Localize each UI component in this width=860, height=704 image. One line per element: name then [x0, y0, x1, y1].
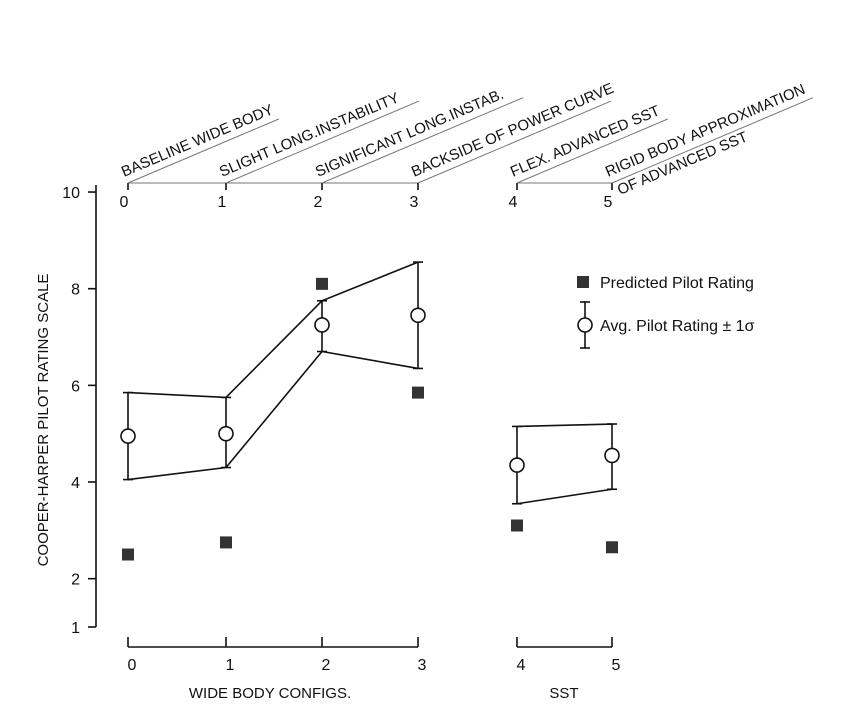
config-label-underline	[516, 118, 668, 184]
config-label: SLIGHT LONG.INSTABILITY	[217, 89, 402, 180]
config-label-underline	[321, 97, 524, 184]
config-tick-label: 0	[120, 194, 129, 211]
legend-average-label: Avg. Pilot Rating ± 1σ	[600, 318, 755, 335]
predicted-rating-point	[606, 541, 618, 554]
upper-sigma-line	[127, 261, 419, 399]
config-tick-label: 2	[314, 194, 323, 211]
lower-sigma-line	[127, 350, 419, 481]
avg-rating-point	[120, 428, 136, 444]
avg-rating-point	[314, 317, 330, 333]
y-tick-label: 10	[62, 185, 80, 202]
y-tick-label: 2	[71, 572, 80, 589]
upper-sigma-line	[516, 423, 613, 428]
data-marks	[120, 277, 620, 561]
y-tick-label: 6	[71, 378, 80, 395]
group-label-sst: SST	[549, 685, 578, 702]
legend-predicted-label: Predicted Pilot Rating	[600, 275, 754, 292]
predicted-rating-point	[316, 277, 328, 290]
x-tick-label: 3	[418, 657, 427, 674]
x-tick-label: 2	[322, 657, 331, 674]
avg-rating-point	[509, 457, 525, 473]
x-tick-label: 1	[226, 657, 235, 674]
legend-square-marker	[577, 276, 589, 288]
y-axis-title: COOPER-HARPER PILOT RATING SCALE	[35, 274, 52, 567]
config-tick-label: 4	[509, 194, 518, 211]
x-tick-label: 0	[128, 657, 137, 674]
avg-rating-point	[604, 447, 620, 464]
config-label-underline	[417, 100, 611, 184]
predicted-rating-point	[412, 386, 424, 399]
legend: Predicted Pilot Rating Avg. Pilot Rating…	[577, 275, 755, 349]
config-label: RIGID BODY APPROXIMATION	[603, 81, 808, 181]
lower-sigma-line	[516, 488, 613, 505]
config-label-underline	[127, 118, 279, 184]
config-tick-label: 1	[218, 194, 227, 211]
config-label-underline	[611, 97, 814, 184]
avg-rating-point	[410, 307, 426, 324]
x-tick-label: 4	[517, 657, 526, 674]
config-label-underline	[225, 100, 419, 184]
y-tick-label: 4	[71, 475, 80, 492]
predicted-rating-point	[511, 519, 523, 532]
config-tick-label: 3	[410, 194, 419, 211]
y-tick-label: 8	[71, 282, 80, 299]
y-tick-label: 1	[71, 620, 80, 637]
legend-circle-marker	[577, 317, 593, 333]
x-tick-label: 5	[612, 657, 621, 674]
predicted-rating-point	[220, 536, 232, 549]
axes: 1 2 4 6 8 10 0 1 2 3 WIDE BODY CONFIGS. 4 5 SST 0 1 2 3 4 5	[62, 182, 621, 702]
rating-envelope	[123, 261, 617, 505]
config-label: BASELINE WIDE BODY	[119, 101, 276, 180]
predicted-rating-point	[122, 548, 134, 561]
avg-rating-point	[218, 425, 234, 442]
group-label-wide-body: WIDE BODY CONFIGS.	[189, 685, 351, 702]
config-tick-label: 5	[604, 194, 613, 211]
